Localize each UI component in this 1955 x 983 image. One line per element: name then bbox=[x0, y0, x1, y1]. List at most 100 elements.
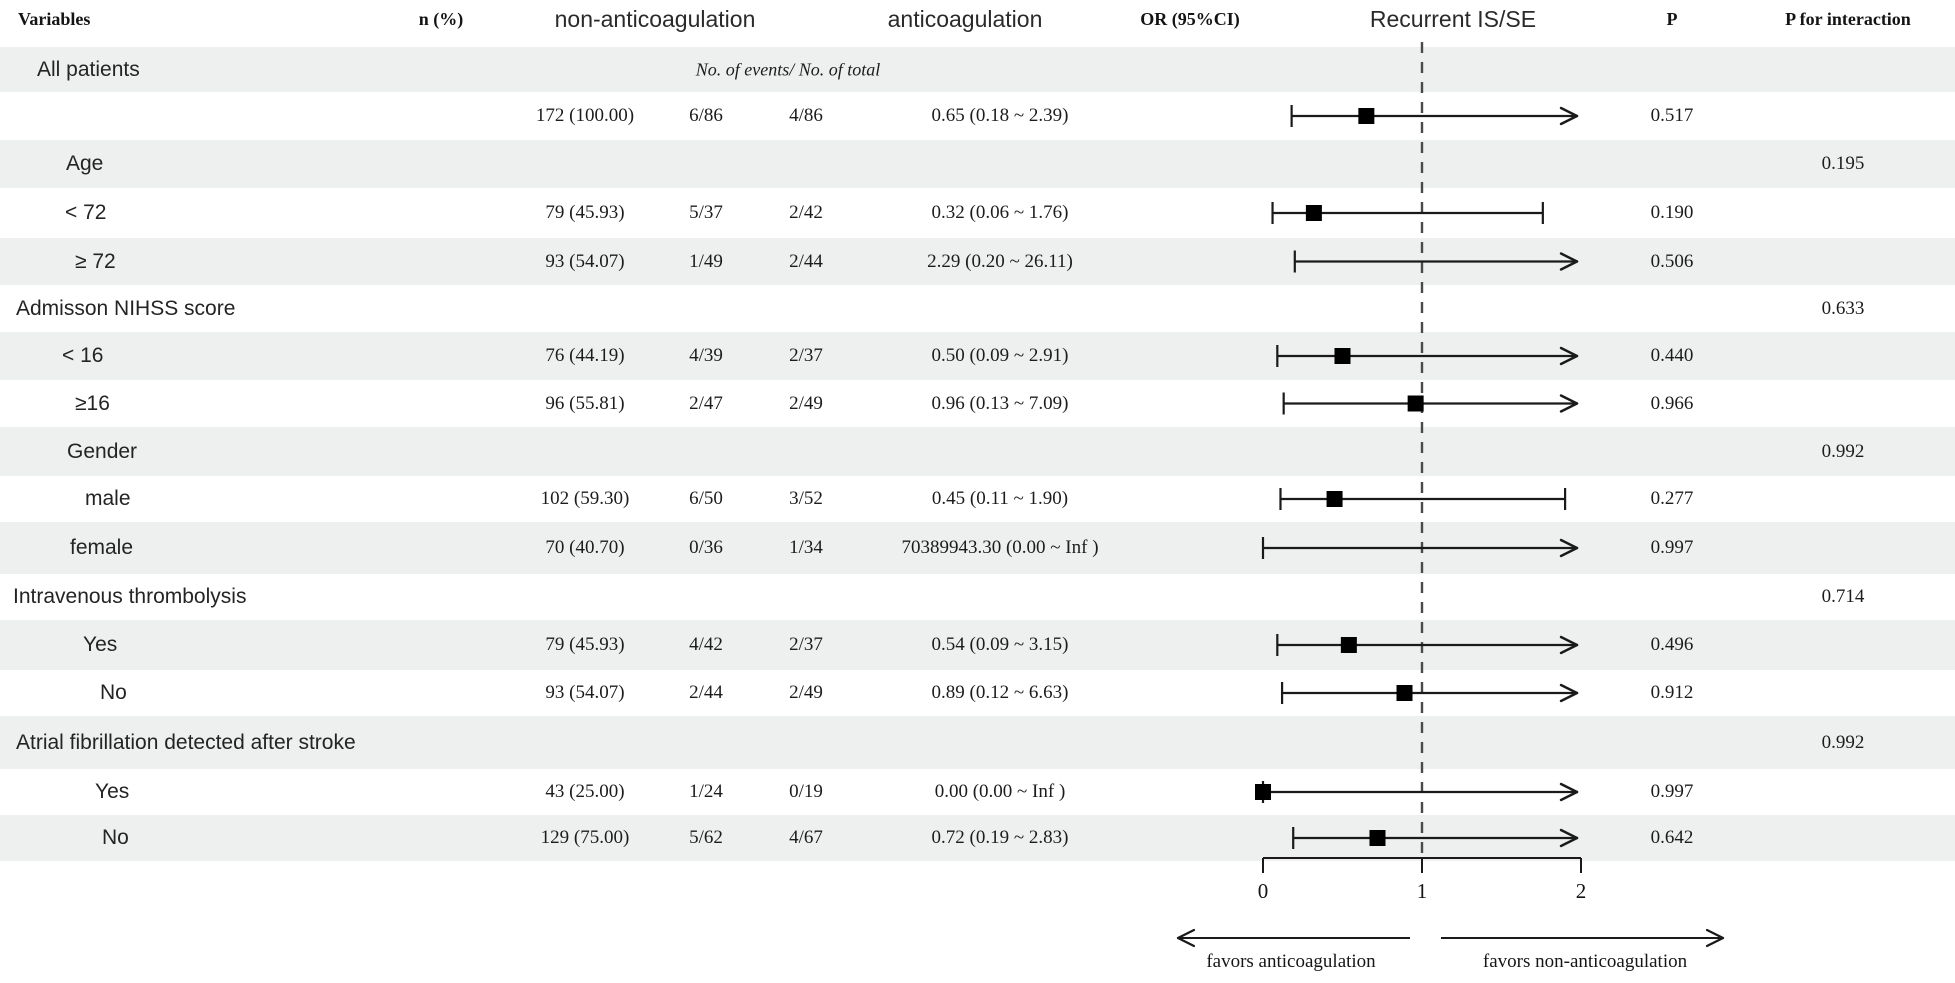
anticoagulation-events: 2/42 bbox=[789, 202, 823, 223]
variable-label: Intravenous thrombolysis bbox=[13, 585, 247, 608]
anticoagulation-events: 4/67 bbox=[789, 827, 823, 848]
variable-label: Admisson NIHSS score bbox=[16, 296, 236, 320]
anticoagulation-events: 0/19 bbox=[789, 781, 823, 802]
variable-label: Yes bbox=[95, 780, 130, 803]
favors-right-arrowhead bbox=[1705, 936, 1725, 948]
favors-right-arrowhead bbox=[1705, 928, 1725, 940]
ci-arrowhead bbox=[1559, 394, 1579, 405]
or-ci-value: 0.54 (0.09 ~ 3.15) bbox=[931, 634, 1069, 655]
variable-label: Age bbox=[66, 152, 104, 175]
favors-anticoagulation-label: favors anticoagulation bbox=[1206, 951, 1376, 972]
anticoagulation-events: 2/37 bbox=[789, 634, 823, 655]
non-anticoagulation-events: 6/50 bbox=[689, 488, 723, 509]
n-percent-value: 43 (25.00) bbox=[545, 781, 625, 802]
column-header-n-pct: n (%) bbox=[418, 8, 464, 29]
row-band bbox=[0, 238, 1955, 285]
favors-left-arrowhead bbox=[1176, 936, 1196, 948]
p-interaction-value: 0.992 bbox=[1821, 731, 1865, 753]
p-value: 0.190 bbox=[1650, 202, 1694, 223]
row-band bbox=[0, 47, 1955, 92]
column-header-p-interaction: P for interaction bbox=[1785, 8, 1911, 29]
n-percent-value: 129 (75.00) bbox=[540, 827, 630, 848]
or-point-marker bbox=[1326, 491, 1343, 507]
variable-label: Atrial fibrillation detected after strok… bbox=[16, 730, 356, 754]
p-value: 0.440 bbox=[1650, 345, 1694, 366]
n-percent-value: 79 (45.93) bbox=[545, 202, 625, 223]
n-percent-value: 172 (100.00) bbox=[535, 105, 635, 126]
ci-arrowhead bbox=[1559, 683, 1579, 695]
p-value: 0.966 bbox=[1650, 392, 1694, 414]
row-band bbox=[0, 140, 1955, 188]
non-anticoagulation-events: 1/49 bbox=[689, 250, 723, 272]
non-anticoagulation-events: 1/24 bbox=[689, 781, 723, 802]
non-anticoagulation-events: 6/86 bbox=[689, 105, 723, 126]
anticoagulation-events: 2/37 bbox=[789, 345, 823, 366]
row-band bbox=[0, 427, 1955, 476]
column-header-anticoagulation: anticoagulation bbox=[887, 5, 1043, 32]
variable-label: Gender bbox=[67, 439, 138, 463]
p-value: 0.506 bbox=[1650, 250, 1694, 272]
or-point-marker bbox=[1255, 784, 1271, 800]
or-ci-value: 0.72 (0.19 ~ 2.83) bbox=[931, 827, 1069, 848]
variable-label: All patients bbox=[37, 57, 140, 81]
column-header-p: P bbox=[1666, 8, 1678, 29]
row-band bbox=[0, 620, 1955, 670]
column-header-or-ci: OR (95%CI) bbox=[1140, 8, 1240, 29]
row-band bbox=[0, 332, 1955, 380]
variable-label: ≥ 72 bbox=[75, 249, 116, 273]
or-ci-value: 0.45 (0.11 ~ 1.90) bbox=[931, 488, 1069, 509]
p-interaction-value: 0.195 bbox=[1821, 153, 1865, 174]
or-ci-value: 0.65 (0.18 ~ 2.39) bbox=[931, 105, 1069, 126]
p-interaction-value: 0.992 bbox=[1821, 440, 1865, 462]
p-value: 0.517 bbox=[1650, 105, 1694, 126]
ci-arrowhead bbox=[1559, 790, 1579, 802]
favors-non-anticoagulation-label: favors non-anticoagulation bbox=[1482, 951, 1688, 972]
ci-arrowhead bbox=[1559, 114, 1579, 126]
variable-label: male bbox=[85, 487, 131, 510]
n-percent-value: 93 (54.07) bbox=[545, 682, 625, 703]
p-value: 0.912 bbox=[1650, 682, 1694, 703]
or-ci-value: 0.50 (0.09 ~ 2.91) bbox=[931, 345, 1069, 366]
ci-arrowhead bbox=[1559, 782, 1579, 794]
p-value: 0.997 bbox=[1650, 537, 1694, 558]
or-ci-value: 0.00 (0.00 ~ Inf ) bbox=[934, 781, 1066, 802]
variable-label: No bbox=[102, 826, 129, 849]
column-header-recurrent-isse: Recurrent IS/SE bbox=[1369, 5, 1537, 32]
non-anticoagulation-events: 2/44 bbox=[689, 682, 723, 703]
ci-arrowhead bbox=[1559, 691, 1579, 703]
n-percent-value: 70 (40.70) bbox=[545, 537, 625, 558]
column-header-non-anticoagulation: non-anticoagulation bbox=[554, 5, 756, 32]
variable-label: ≥16 bbox=[75, 391, 110, 415]
ci-arrowhead bbox=[1559, 106, 1579, 118]
or-ci-value: 0.89 (0.12 ~ 6.63) bbox=[931, 682, 1069, 703]
variable-label: Yes bbox=[83, 633, 118, 656]
anticoagulation-events: 2/44 bbox=[789, 250, 823, 272]
anticoagulation-events: 2/49 bbox=[789, 392, 823, 414]
n-percent-value: 79 (45.93) bbox=[545, 634, 625, 655]
non-anticoagulation-events: 4/42 bbox=[689, 634, 723, 655]
non-anticoagulation-events: 0/36 bbox=[689, 537, 723, 558]
non-anticoagulation-events: 5/62 bbox=[689, 827, 723, 848]
variable-label: < 16 bbox=[62, 344, 104, 367]
p-value: 0.642 bbox=[1650, 827, 1694, 848]
column-header-variables: Variables bbox=[18, 8, 91, 29]
ci-arrowhead bbox=[1559, 402, 1579, 413]
anticoagulation-events: 3/52 bbox=[789, 488, 823, 509]
or-ci-value: 2.29 (0.20 ~ 26.11) bbox=[927, 250, 1073, 272]
x-axis-tick-label: 0 bbox=[1258, 879, 1269, 903]
x-axis-tick-label: 1 bbox=[1417, 879, 1428, 903]
row-band bbox=[0, 716, 1955, 769]
p-value: 0.997 bbox=[1650, 781, 1694, 802]
non-anticoagulation-events: 4/39 bbox=[689, 345, 723, 366]
n-percent-value: 102 (59.30) bbox=[540, 488, 630, 509]
favors-left-arrowhead bbox=[1176, 928, 1196, 940]
p-interaction-value: 0.714 bbox=[1821, 586, 1865, 607]
p-interaction-value: 0.633 bbox=[1821, 297, 1865, 319]
events-note: No. of events/ No. of total bbox=[695, 59, 881, 79]
variable-label: female bbox=[70, 536, 134, 559]
n-percent-value: 96 (55.81) bbox=[545, 392, 625, 414]
anticoagulation-events: 2/49 bbox=[789, 682, 823, 703]
row-band bbox=[0, 815, 1955, 861]
variable-label: < 72 bbox=[65, 201, 107, 224]
